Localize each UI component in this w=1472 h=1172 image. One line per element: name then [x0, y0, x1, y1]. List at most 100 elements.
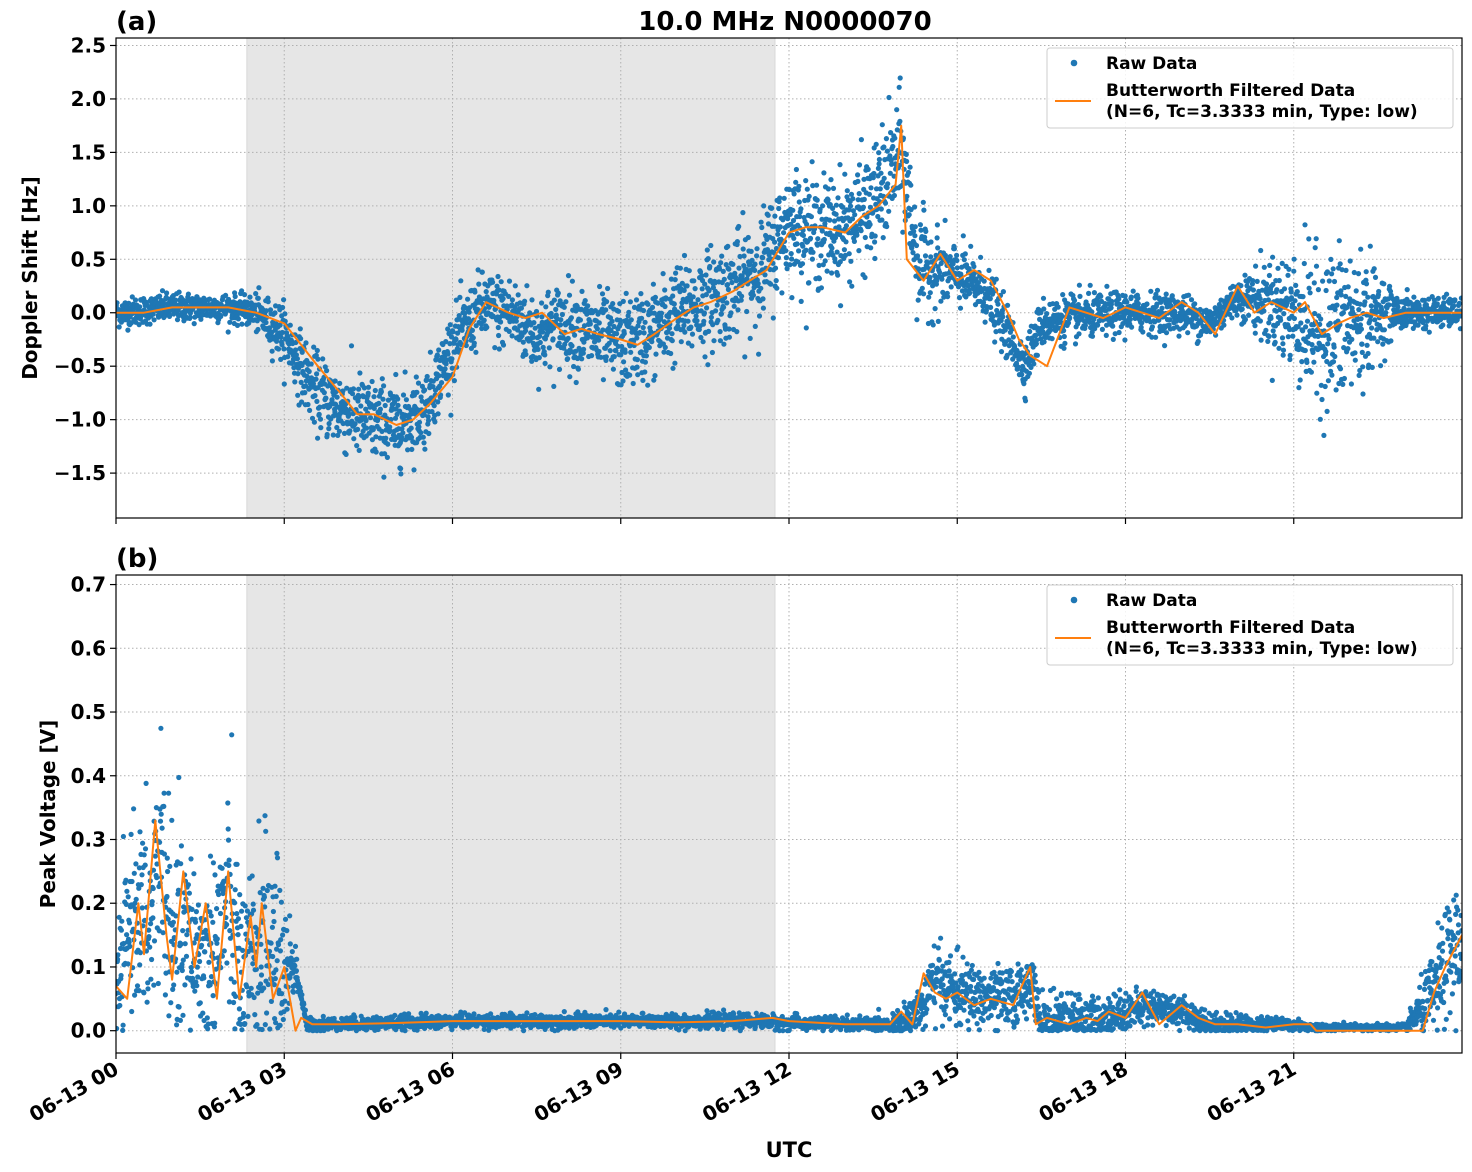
raw-data-point [225, 837, 232, 843]
raw-data-point [427, 349, 433, 355]
raw-data-point [789, 256, 795, 262]
raw-data-point [835, 195, 841, 201]
raw-data-point [804, 221, 810, 227]
raw-data-point [954, 257, 960, 264]
raw-data-point [148, 976, 154, 982]
raw-data-point [841, 247, 848, 253]
raw-data-point [890, 143, 896, 150]
raw-data-point [256, 818, 262, 824]
raw-data-point [971, 271, 977, 277]
raw-data-point [918, 227, 924, 233]
raw-data-point [699, 286, 705, 292]
raw-data-point [1379, 307, 1385, 313]
raw-data-point [882, 200, 889, 206]
raw-data-point [138, 882, 144, 888]
raw-data-point [231, 999, 237, 1006]
raw-data-point [1109, 298, 1115, 304]
raw-data-point [821, 236, 827, 243]
raw-data-point [287, 941, 293, 947]
raw-data-point [1099, 326, 1105, 332]
raw-data-point [140, 840, 146, 846]
raw-data-point [1302, 222, 1308, 228]
raw-data-point [1025, 335, 1031, 341]
raw-data-point [413, 374, 419, 380]
raw-data-point [1010, 334, 1016, 340]
raw-data-point [308, 361, 314, 367]
raw-data-point [652, 373, 658, 379]
raw-data-point [227, 928, 233, 934]
raw-data-point [638, 291, 644, 297]
raw-data-point [210, 993, 216, 999]
raw-data-point [954, 265, 960, 271]
raw-data-point [1320, 278, 1326, 284]
raw-data-point [254, 1022, 260, 1028]
y-tick-label: 2.5 [71, 33, 106, 57]
raw-data-point [912, 224, 918, 230]
raw-data-point [1067, 315, 1073, 321]
raw-data-point [668, 276, 675, 282]
raw-data-point [253, 291, 259, 297]
raw-data-point [465, 316, 472, 322]
raw-data-point [1363, 281, 1370, 287]
raw-data-point [125, 894, 131, 900]
raw-data-point [773, 278, 779, 284]
raw-data-point [1352, 350, 1358, 356]
raw-data-point [367, 415, 374, 421]
raw-data-point [302, 1007, 308, 1013]
raw-data-point [915, 266, 922, 272]
raw-data-point [714, 290, 721, 297]
raw-data-point [1185, 330, 1191, 336]
raw-data-point [982, 319, 988, 325]
raw-data-point [1311, 280, 1317, 286]
raw-data-point [459, 327, 465, 333]
raw-data-point [298, 336, 304, 342]
raw-data-point [132, 992, 138, 998]
raw-data-point [717, 338, 724, 344]
raw-data-point [385, 397, 391, 403]
raw-data-point [1086, 290, 1092, 296]
raw-data-point [748, 248, 754, 254]
raw-data-point [810, 183, 816, 189]
raw-data-point [637, 329, 643, 336]
raw-data-point [1457, 326, 1462, 332]
raw-data-point [783, 255, 790, 261]
raw-data-point [614, 331, 620, 337]
raw-data-point [796, 248, 802, 254]
raw-data-point [1367, 243, 1373, 249]
raw-data-point [861, 196, 867, 202]
raw-data-point [875, 213, 881, 220]
raw-data-point [1050, 301, 1056, 307]
raw-data-point [118, 972, 124, 979]
raw-data-point [420, 434, 426, 440]
raw-data-point [934, 222, 941, 228]
raw-data-point [1065, 320, 1072, 326]
raw-data-point [662, 344, 668, 350]
raw-data-point [847, 203, 854, 209]
raw-data-point [886, 208, 892, 214]
raw-data-point [819, 216, 825, 222]
raw-data-point [206, 959, 212, 965]
raw-data-point [436, 373, 442, 379]
raw-data-point [227, 319, 233, 325]
raw-data-point [491, 297, 497, 304]
raw-data-point [229, 732, 235, 738]
raw-data-point [883, 136, 890, 142]
raw-data-point [877, 186, 883, 192]
raw-data-point [691, 278, 697, 284]
legend-raw-marker [1070, 59, 1078, 67]
raw-data-point [166, 313, 173, 319]
raw-data-point [889, 161, 895, 167]
raw-data-point [876, 156, 883, 163]
raw-data-point [1434, 301, 1440, 307]
raw-data-point [323, 395, 329, 401]
raw-data-point [1154, 301, 1160, 307]
raw-data-point [1176, 333, 1182, 339]
raw-data-point [1242, 316, 1248, 323]
raw-data-point [513, 318, 519, 324]
raw-data-point [830, 205, 836, 211]
raw-data-point [292, 943, 299, 950]
raw-data-point [906, 212, 912, 218]
raw-data-point [381, 474, 387, 480]
raw-data-point [714, 302, 720, 308]
